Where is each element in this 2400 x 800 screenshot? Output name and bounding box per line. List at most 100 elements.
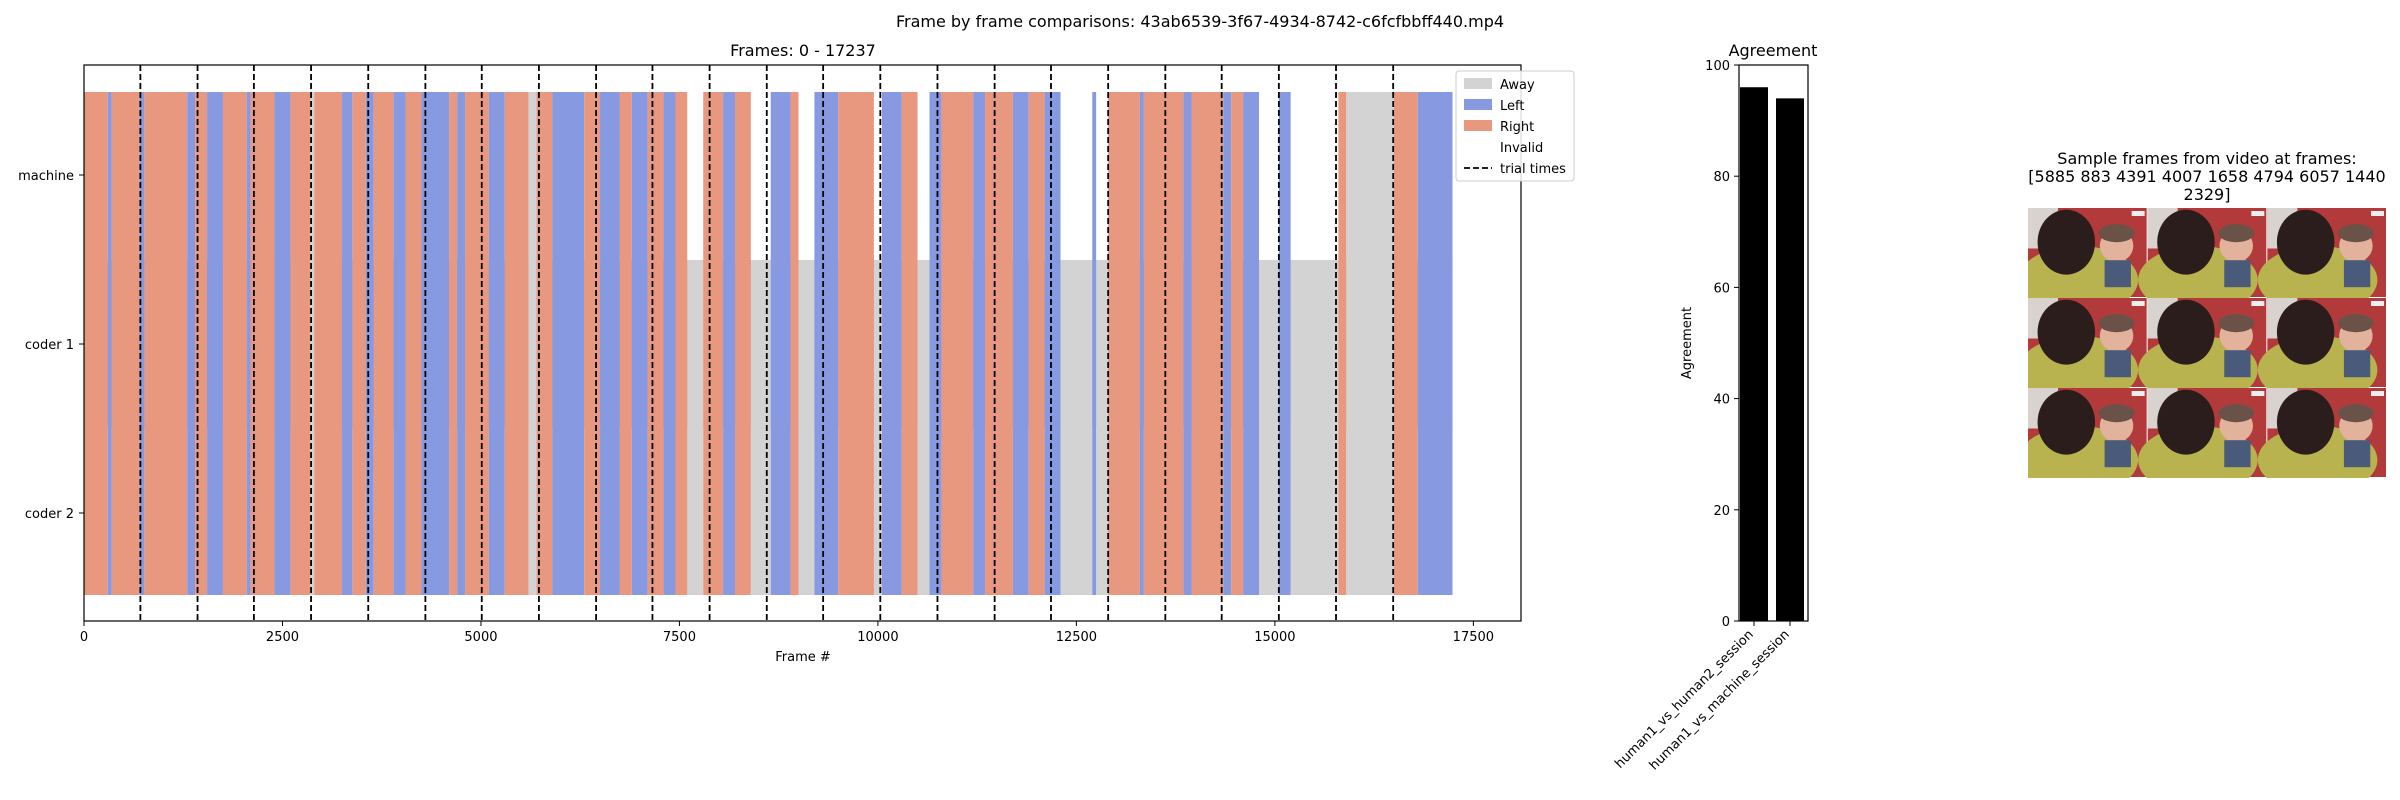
segment-machine-11 xyxy=(274,92,291,260)
segment-machine-47 xyxy=(873,92,882,260)
segment-machine-25 xyxy=(488,92,505,260)
segment-coder-2-6 xyxy=(195,260,208,595)
segment-machine-65 xyxy=(1191,92,1224,260)
frame-timestamp xyxy=(2371,211,2384,216)
segment-coder-2-39 xyxy=(723,260,736,595)
agreement-x-tick-label-1: human1_vs_machine_session xyxy=(1647,627,1793,773)
segment-machine-75 xyxy=(1417,92,1453,260)
segment-coder-2-56 xyxy=(1028,260,1045,595)
x-tick-label-2: 5000 xyxy=(464,630,497,645)
legend-label-right: Right xyxy=(1500,120,1534,135)
frame-infant-hair xyxy=(2337,314,2374,333)
segment-machine-68 xyxy=(1243,92,1260,260)
x-tick-label-6: 15000 xyxy=(1254,630,1295,645)
segment-machine-56 xyxy=(1028,92,1045,260)
legend-label-trial: trial times xyxy=(1500,162,1566,177)
frame-infant-body xyxy=(2224,440,2251,468)
segment-coder-2-53 xyxy=(973,260,986,595)
legend-swatch-away xyxy=(1464,78,1492,89)
segment-machine-39 xyxy=(723,92,736,260)
segment-machine-2 xyxy=(111,92,140,260)
segment-machine-9 xyxy=(246,92,251,260)
sample-frames-title-line-2: 2329] xyxy=(2184,185,2231,204)
segment-coder-2-16 xyxy=(352,260,366,595)
segment-coder-2-11 xyxy=(274,260,291,595)
segment-coder-2-31 xyxy=(600,260,620,595)
segment-machine-17 xyxy=(365,92,374,260)
segment-machine-54 xyxy=(985,92,1013,260)
segment-coder-2-48 xyxy=(881,260,902,595)
legend-label-left: Left xyxy=(1500,99,1524,114)
sample-frame-883 xyxy=(2138,208,2267,315)
segment-machine-59 xyxy=(1092,92,1097,260)
segment-coder-2-72 xyxy=(1338,260,1347,595)
legend-label-away: Away xyxy=(1500,78,1535,93)
segment-coder-2-4 xyxy=(144,260,188,595)
timeline-row-labels: machine coder 1 coder 2 xyxy=(18,169,84,522)
segment-coder-2-52 xyxy=(941,260,974,595)
sample-frame-4007 xyxy=(2018,298,2147,405)
frame-timestamp xyxy=(2131,211,2145,216)
frame-parent-hair xyxy=(2157,299,2215,365)
segment-coder-2-74 xyxy=(1393,260,1418,595)
segment-machine-50 xyxy=(917,92,930,260)
segment-coder-2-44 xyxy=(798,260,815,595)
segment-machine-36 xyxy=(675,92,688,260)
frame-infant-body xyxy=(2104,440,2131,468)
segment-coder-2-9 xyxy=(246,260,251,595)
segment-coder-2-18 xyxy=(373,260,394,595)
segment-machine-72 xyxy=(1338,92,1347,260)
row-label-1: coder 1 xyxy=(25,338,74,353)
segment-coder-2-66 xyxy=(1223,260,1232,595)
x-tick-label-1: 2500 xyxy=(266,630,299,645)
segment-machine-60 xyxy=(1096,92,1109,260)
frame-infant-body xyxy=(2343,440,2371,468)
x-tick-label-0: 0 xyxy=(80,630,88,645)
agreement-x-ticks: human1_vs_human2_sessionhuman1_vs_machin… xyxy=(1612,621,1793,773)
segment-machine-0 xyxy=(84,92,108,260)
segment-coder-2-51 xyxy=(929,260,942,595)
segment-machine-48 xyxy=(881,92,902,260)
frame-infant-body xyxy=(2343,350,2371,378)
segment-machine-42 xyxy=(770,92,791,260)
timeline-axes-frame xyxy=(83,64,1522,622)
segment-machine-55 xyxy=(1012,92,1029,260)
segment-coder-2-61 xyxy=(1108,260,1140,595)
agreement-y-tick-label-0: 0 xyxy=(1722,615,1730,630)
segment-coder-2-43 xyxy=(790,260,799,595)
sample-frame-4794 xyxy=(2257,298,2386,405)
legend-swatch-invalid xyxy=(1464,141,1492,152)
segment-machine-64 xyxy=(1183,92,1192,260)
segment-coder-2-38 xyxy=(703,260,724,595)
segment-coder-2-30 xyxy=(584,260,601,595)
legend-box xyxy=(1455,70,1575,182)
segment-machine-44 xyxy=(798,92,815,260)
segment-machine-8 xyxy=(222,92,247,260)
segment-machine-30 xyxy=(584,92,601,260)
segment-coder-2-65 xyxy=(1191,260,1224,595)
frame-timestamp xyxy=(2251,391,2265,396)
frame-timestamp xyxy=(2131,301,2145,306)
segment-machine-38 xyxy=(703,92,724,260)
segment-coder-2-73 xyxy=(1346,260,1394,595)
legend-label-invalid: Invalid xyxy=(1500,141,1543,156)
frame-infant-hair xyxy=(2337,404,2374,423)
frame-timestamp xyxy=(2371,391,2384,396)
segment-coder-2-64 xyxy=(1183,260,1192,595)
segment-machine-28 xyxy=(536,92,553,260)
segment-machine-53 xyxy=(973,92,986,260)
segment-machine-70 xyxy=(1278,92,1291,260)
timeline-title: Frames: 0 - 17237 xyxy=(730,41,876,60)
sample-frame-1658 xyxy=(2138,298,2267,405)
row-label-0: machine xyxy=(18,169,74,184)
agreement-bars xyxy=(1740,87,1804,622)
agreement-y-tick-label-1: 20 xyxy=(1713,504,1730,519)
sample-frames-title-line-1: [5885 883 4391 4007 1658 4794 6057 1440 xyxy=(2028,167,2385,186)
segment-coder-2-29 xyxy=(552,260,585,595)
trial-time-lines xyxy=(139,65,1395,621)
segment-coder-2-14 xyxy=(314,260,343,595)
segment-coder-2-17 xyxy=(365,260,374,595)
segment-coder-2-0 xyxy=(84,260,108,595)
timeline-legend: Away Left Right Invalid trial times xyxy=(1455,70,1575,182)
frame-infant-hair xyxy=(2218,224,2255,243)
